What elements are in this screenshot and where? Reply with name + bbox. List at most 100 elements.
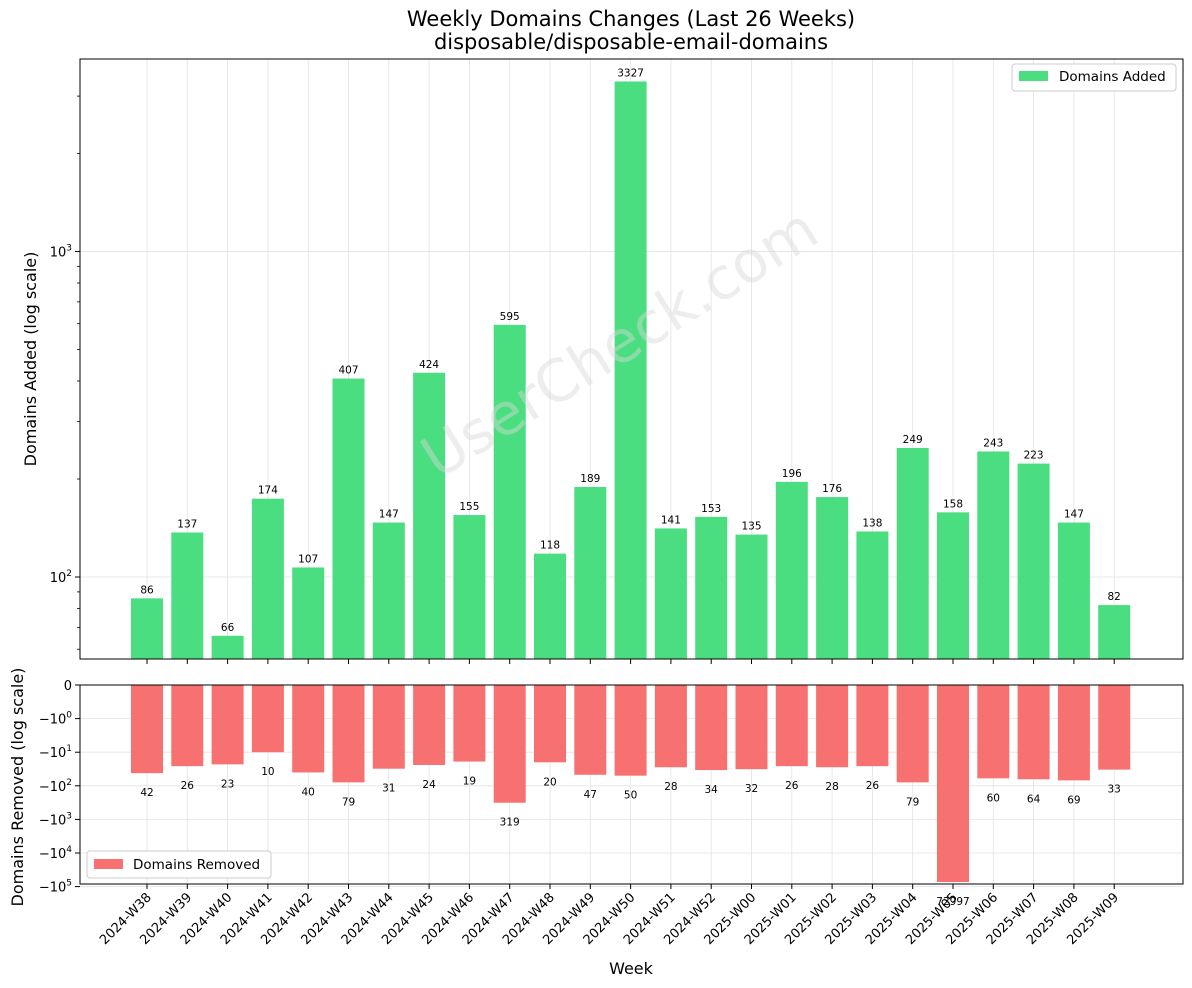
removed-value-label: 28: [664, 781, 677, 793]
removed-value-label: 34: [705, 784, 719, 796]
removed-bar: [1017, 685, 1050, 780]
added-value-label: 107: [298, 553, 318, 565]
added-bar: [1057, 522, 1090, 659]
added-legend-box: [1011, 63, 1177, 92]
added-bar: [775, 481, 808, 659]
removed-bar: [977, 685, 1010, 779]
removed-value-labels: 42 26 23 10 40 79 31 24 19 319 20 47 50 28 34 32 26 28 26 7…: [140, 766, 1121, 908]
removed-legend-box: [86, 850, 272, 879]
removed-bar: [816, 685, 849, 768]
removed-value-label: 28: [825, 781, 838, 793]
added-y-axis-label: Domains Added (log scale): [21, 252, 40, 467]
added-legend: Domains Added: [1011, 63, 1177, 92]
added-bar: [1017, 463, 1050, 659]
removed-value-label: 50: [624, 790, 637, 802]
removed-y-tick-label: 0: [64, 679, 72, 694]
removed-bar: [332, 685, 365, 783]
added-bar: [695, 516, 728, 659]
removed-value-label: 32: [745, 783, 758, 795]
added-bar: [372, 522, 405, 659]
removed-bar: [453, 685, 486, 762]
added-value-label: 141: [661, 514, 681, 526]
added-value-label: 176: [822, 483, 842, 495]
removed-legend-swatch: [94, 859, 123, 869]
added-value-labels: 86 137 66 174 107 407 147 424 155 595 118 189 3327 14…: [140, 67, 1121, 633]
added-value-label: 189: [580, 473, 600, 485]
added-bar: [251, 498, 284, 659]
added-value-label: 138: [862, 517, 882, 529]
removed-y-tick-label: −104: [39, 845, 72, 862]
removed-bar: [654, 685, 687, 768]
removed-bar: [937, 685, 969, 883]
added-bar: [574, 487, 607, 659]
added-bar: [453, 515, 486, 659]
removed-bar: [171, 685, 204, 767]
added-bar: [1098, 605, 1131, 659]
removed-y-ticks: 0 −100 −101 −102 −103 −104 −105: [39, 679, 80, 896]
removed-legend-label: Domains Removed: [133, 857, 260, 873]
removed-bar: [1098, 685, 1131, 770]
added-value-label: 407: [338, 365, 358, 377]
added-legend-swatch: [1019, 71, 1048, 81]
removed-value-label: 24: [422, 779, 436, 791]
removed-bar: [251, 685, 284, 753]
removed-y-tick-label: −103: [39, 811, 72, 828]
removed-bar: [1057, 685, 1090, 781]
removed-legend: Domains Removed: [86, 850, 272, 879]
removed-value-label: 79: [342, 796, 355, 808]
added-value-label: 82: [1108, 591, 1121, 603]
removed-value-label: 19: [463, 776, 476, 788]
removed-value-label: 20: [543, 776, 556, 788]
added-value-label: 118: [540, 540, 560, 552]
removed-bar: [856, 685, 889, 767]
bottom-plot-frame: [79, 684, 1184, 885]
added-bar: [896, 448, 929, 659]
added-value-label: 158: [943, 498, 963, 510]
top-plot-frame: [79, 58, 1184, 660]
removed-bar: [211, 685, 244, 765]
removed-value-label: 79: [906, 796, 919, 808]
removed-bar: [372, 685, 405, 769]
added-bar: [413, 372, 446, 659]
added-value-label: 66: [221, 622, 235, 634]
added-bar: [856, 531, 889, 659]
added-bar: [937, 512, 969, 659]
added-value-label: 135: [741, 521, 761, 533]
added-bar: [171, 532, 204, 659]
removed-bar: [413, 685, 446, 765]
removed-value-label: 33: [1108, 784, 1121, 796]
removed-value-label: 42: [140, 787, 153, 799]
removed-value-label: 72997: [936, 896, 969, 908]
added-y-ticks: 102 103: [50, 95, 80, 650]
added-value-label: 155: [459, 501, 479, 513]
removed-bars: [131, 685, 1131, 883]
added-y-tick-label: 103: [50, 243, 72, 260]
added-bar: [332, 378, 365, 659]
added-bars: [131, 81, 1131, 659]
added-value-label: 223: [1024, 450, 1044, 462]
added-bar: [292, 567, 325, 659]
added-bar: [735, 534, 768, 659]
added-value-label: 3327: [617, 67, 644, 79]
chart-subtitle: disposable/disposable-email-domains: [434, 30, 828, 54]
removed-y-tick-label: −101: [39, 744, 72, 761]
removed-value-label: 26: [181, 780, 195, 792]
removed-value-label: 40: [302, 786, 315, 798]
added-value-label: 174: [258, 485, 278, 497]
added-bar: [654, 528, 687, 659]
removed-value-label: 26: [785, 780, 799, 792]
removed-bar: [896, 685, 929, 783]
removed-bar: [534, 685, 566, 763]
removed-y-axis-label: Domains Removed (log scale): [8, 668, 27, 907]
removed-value-label: 64: [1027, 793, 1041, 805]
removed-bar: [614, 685, 647, 776]
removed-bar: [775, 685, 808, 767]
x-axis-label: Week: [609, 959, 654, 978]
added-bar: [131, 598, 163, 659]
added-y-tick-label: 102: [50, 569, 72, 586]
removed-value-label: 47: [584, 789, 597, 801]
added-legend-label: Domains Added: [1059, 69, 1166, 85]
added-value-label: 147: [1064, 509, 1084, 521]
added-bar: [493, 324, 526, 659]
